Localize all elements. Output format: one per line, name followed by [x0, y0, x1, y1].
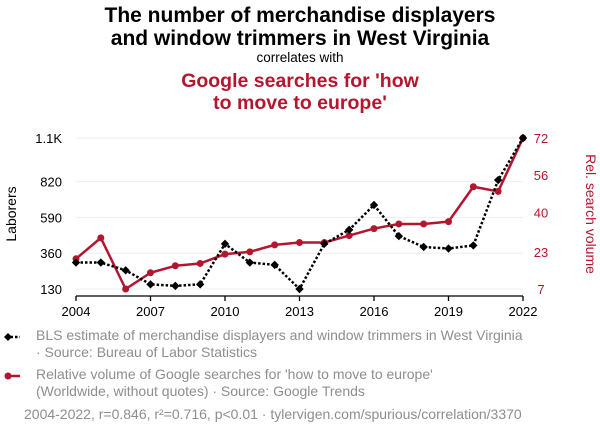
data-point-laborers: [295, 284, 304, 294]
right-tick-label: 7: [537, 282, 544, 297]
x-tick-label: 2022: [509, 304, 538, 319]
left-tick-label: 360: [40, 246, 62, 261]
chart-title-secondary-line1: Google searches for 'how: [181, 70, 419, 92]
left-tick-label: 1.1K: [35, 131, 62, 146]
chart-title-line2: and window trimmers in West Virginia: [110, 27, 490, 50]
chart-title-secondary: Google searches for 'how to move to euro…: [0, 70, 600, 114]
chart-subtitle: correlates with: [256, 50, 344, 65]
x-tick-label: 2019: [434, 304, 463, 319]
left-tick-label: 820: [40, 175, 62, 190]
data-point-searches: [296, 239, 303, 247]
data-point-searches: [494, 187, 502, 195]
data-point-searches: [345, 232, 353, 240]
left-axis-label: Laborers: [3, 186, 19, 241]
x-tick-label: 2004: [62, 304, 91, 319]
data-point-searches: [445, 218, 452, 226]
legend-item-searches-line2: (Worldwide, without quotes) · Source: Go…: [36, 383, 365, 399]
legend-item-searches-line1: Relative volume of Google searches for '…: [36, 366, 433, 382]
data-point-laborers: [419, 242, 428, 252]
legend-item-laborers-line1: BLS estimate of merchandise displayers a…: [36, 327, 523, 343]
data-point-searches: [147, 269, 154, 277]
data-point-searches: [171, 262, 179, 270]
data-point-laborers: [220, 239, 230, 249]
right-tick-label: 56: [534, 168, 548, 183]
series-google-searches: [72, 134, 527, 293]
data-point-laborers: [96, 258, 106, 267]
chart-title-secondary-line2: to move to europe': [213, 92, 387, 114]
data-point-searches: [122, 285, 130, 293]
series-line-searches: [75, 137, 525, 291]
chart-title: The number of merchandise displayers and…: [0, 4, 600, 50]
chart-title-line1: The number of merchandise displayers: [104, 4, 496, 27]
data-point-searches: [420, 220, 428, 228]
series-line-laborers: [76, 137, 525, 291]
gridlines: [76, 137, 523, 290]
series-laborers: [71, 133, 528, 294]
data-point-searches: [221, 250, 229, 258]
footer-stats: 2004-2022, r=0.846, r²=0.716, p<0.01 · t…: [24, 406, 522, 422]
data-point-laborers: [245, 258, 255, 267]
data-point-laborers: [320, 239, 329, 249]
legend-markers: [4, 333, 20, 380]
right-axis: 72 56 40 23 7: [534, 131, 548, 297]
legend-marker-laborers: [4, 333, 12, 341]
legend-item-searches: Relative volume of Google searches for '…: [22, 366, 433, 400]
x-tick-label: 2007: [136, 304, 165, 319]
left-axis: 1.1K 820 590 360 130: [35, 131, 62, 297]
left-tick-label: 590: [40, 210, 62, 225]
data-point-searches: [246, 248, 254, 256]
data-point-laborers: [71, 258, 81, 267]
left-tick-label: 130: [40, 282, 62, 297]
data-point-searches: [97, 234, 105, 242]
legend-marker-searches: [4, 372, 12, 380]
data-point-searches: [271, 241, 279, 249]
data-point-searches: [370, 225, 378, 233]
x-tick-label: 2013: [285, 304, 314, 319]
data-point-laborers: [270, 260, 279, 270]
x-axis: 2004 2007 2010 2013 2016 2019 2022: [62, 296, 538, 319]
right-axis-label: Rel. search volume: [583, 154, 599, 274]
data-point-laborers: [121, 266, 130, 275]
data-point-laborers: [171, 281, 180, 291]
data-point-laborers: [369, 200, 379, 210]
right-tick-label: 72: [534, 131, 548, 146]
data-point-laborers: [195, 280, 205, 289]
legend-item-laborers-line2: · Source: Bureau of Labor Statistics: [36, 344, 257, 360]
data-point-searches: [196, 259, 204, 267]
data-point-laborers: [469, 241, 478, 250]
data-point-laborers: [493, 175, 503, 185]
data-point-laborers: [444, 244, 453, 253]
data-point-laborers: [146, 280, 155, 289]
data-point-searches: [469, 183, 477, 191]
data-point-searches: [395, 220, 403, 228]
data-point-laborers: [518, 133, 528, 143]
x-tick-label: 2016: [360, 304, 389, 319]
x-tick-label: 2010: [211, 304, 240, 319]
data-point-laborers: [394, 231, 404, 241]
legend-item-laborers: BLS estimate of merchandise displayers a…: [22, 327, 523, 361]
right-tick-label: 23: [534, 245, 548, 260]
right-tick-label: 40: [534, 205, 548, 220]
data-point-laborers: [344, 225, 354, 235]
